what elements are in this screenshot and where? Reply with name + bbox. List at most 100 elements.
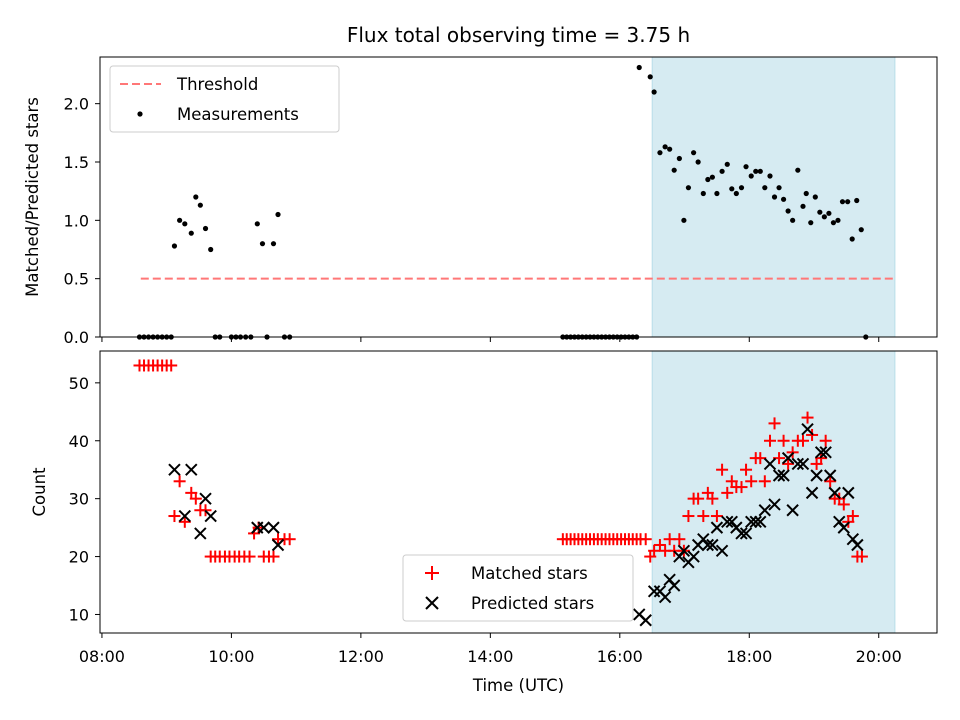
matched-star-point — [165, 359, 178, 372]
bottom-y-axis-label: Count — [30, 467, 49, 517]
predicted-star-point — [842, 486, 855, 500]
x-tick-label: 12:00 — [338, 647, 384, 666]
measurement-point — [790, 217, 796, 223]
observing-span — [651, 350, 896, 634]
matched-star-point — [173, 475, 186, 488]
matched-star-point — [706, 492, 719, 505]
measurement-point — [757, 168, 763, 174]
predicted-star-point — [745, 515, 758, 529]
measurement-point — [821, 214, 827, 220]
x-tick-label: 18:00 — [726, 647, 772, 666]
x-axis-label: Time (UTC) — [472, 676, 564, 695]
measurement-point — [270, 241, 277, 247]
matched-star-point — [768, 417, 781, 430]
matched-star-point — [710, 510, 723, 523]
predicted-star-point — [721, 515, 734, 529]
predicted-star-point — [786, 504, 799, 517]
matched-star-point — [283, 533, 296, 546]
x-tick-label: 10:00 — [208, 647, 254, 666]
measurement-point — [636, 64, 642, 71]
predicted-star-point — [639, 614, 652, 627]
matched-star-point — [824, 475, 837, 488]
measurement-point — [193, 194, 199, 200]
measurement-point — [795, 167, 801, 173]
legend-predicted-swatch — [425, 596, 439, 610]
legend-threshold-label: Threshold — [176, 75, 258, 94]
bottom-legend: Matched stars Predicted stars — [402, 554, 634, 622]
top-panel: 0.00.51.01.52.0 Matched/Predicted stars … — [23, 56, 938, 347]
matched-star-point — [189, 492, 202, 505]
predicted-star-point — [837, 521, 850, 534]
measurement-point — [817, 209, 823, 215]
predicted-star-point — [647, 585, 661, 598]
top-legend: Threshold Measurements — [109, 65, 340, 133]
measurement-point — [171, 243, 178, 249]
measurement-point — [854, 197, 860, 204]
measurement-point — [767, 173, 773, 179]
measurement-point — [800, 203, 806, 209]
predicted-star-point — [810, 469, 823, 482]
measurement-point — [830, 220, 837, 226]
matched-star-point — [697, 510, 710, 523]
measurement-point — [657, 150, 663, 156]
matched-star-point — [819, 434, 832, 447]
matched-star-point — [716, 463, 729, 476]
predicted-star-point — [271, 538, 285, 552]
top-y-tick-label: 1.0 — [64, 211, 89, 230]
measurement-point — [858, 227, 864, 233]
measurement-point — [785, 208, 791, 214]
top-y-tick-label: 2.0 — [64, 95, 89, 114]
measurement-point — [849, 236, 855, 242]
bottom-y-tick-label: 50 — [69, 374, 89, 393]
predicted-star-point — [819, 446, 832, 459]
measurement-point — [667, 146, 673, 152]
predicted-star-point — [199, 492, 212, 505]
predicted-star-point — [828, 486, 841, 500]
matched-star-point — [648, 544, 661, 557]
predicted-star-point — [267, 521, 280, 534]
top-y-tick-label: 0.0 — [64, 328, 89, 347]
legend-measurements-swatch — [137, 111, 143, 117]
measurement-point — [662, 144, 668, 150]
measurement-point — [709, 174, 715, 180]
measurement-point — [676, 155, 682, 162]
matched-star-point — [846, 510, 859, 523]
legend-predicted-label: Predicted stars — [471, 594, 594, 613]
measurement-point — [700, 190, 706, 197]
matched-star-point — [168, 510, 181, 523]
measurement-point — [685, 185, 692, 191]
predicted-star-point — [749, 515, 762, 529]
measurement-point — [729, 186, 735, 192]
measurement-point — [776, 185, 782, 191]
predicted-star-point — [739, 527, 753, 540]
bottom-panel: 08:00 10:00 12:00 14:00 16:00 18:00 20:00 10 20… — [30, 350, 938, 695]
matched-star-point — [801, 411, 814, 424]
measurement-point — [671, 167, 677, 173]
measurement-point — [835, 217, 841, 223]
measurement-point — [753, 168, 759, 174]
measurement-point — [839, 199, 846, 205]
matched-star-point — [653, 538, 666, 551]
measurement-point — [780, 196, 787, 202]
matched-star-point — [243, 550, 256, 563]
predicted-star-point — [194, 527, 207, 540]
measurement-point — [254, 221, 260, 227]
predicted-star-point — [257, 521, 270, 534]
measurement-point — [188, 230, 194, 236]
top-legend-box — [109, 65, 340, 133]
matched-star-point — [178, 515, 191, 528]
measurement-point — [177, 217, 183, 223]
matched-star-point — [639, 533, 652, 546]
measurement-point — [733, 190, 739, 197]
predicted-star-point — [677, 544, 691, 557]
measurement-point — [714, 190, 720, 197]
x-tick-label: 14:00 — [467, 647, 513, 666]
matched-star-point — [797, 434, 810, 447]
predicted-star-point — [814, 446, 828, 459]
x-tick-label: 08:00 — [79, 647, 125, 666]
matched-star-point — [740, 463, 753, 476]
matched-star-point — [673, 533, 686, 546]
measurement-point — [748, 173, 754, 179]
predicted-star-point — [796, 457, 810, 471]
